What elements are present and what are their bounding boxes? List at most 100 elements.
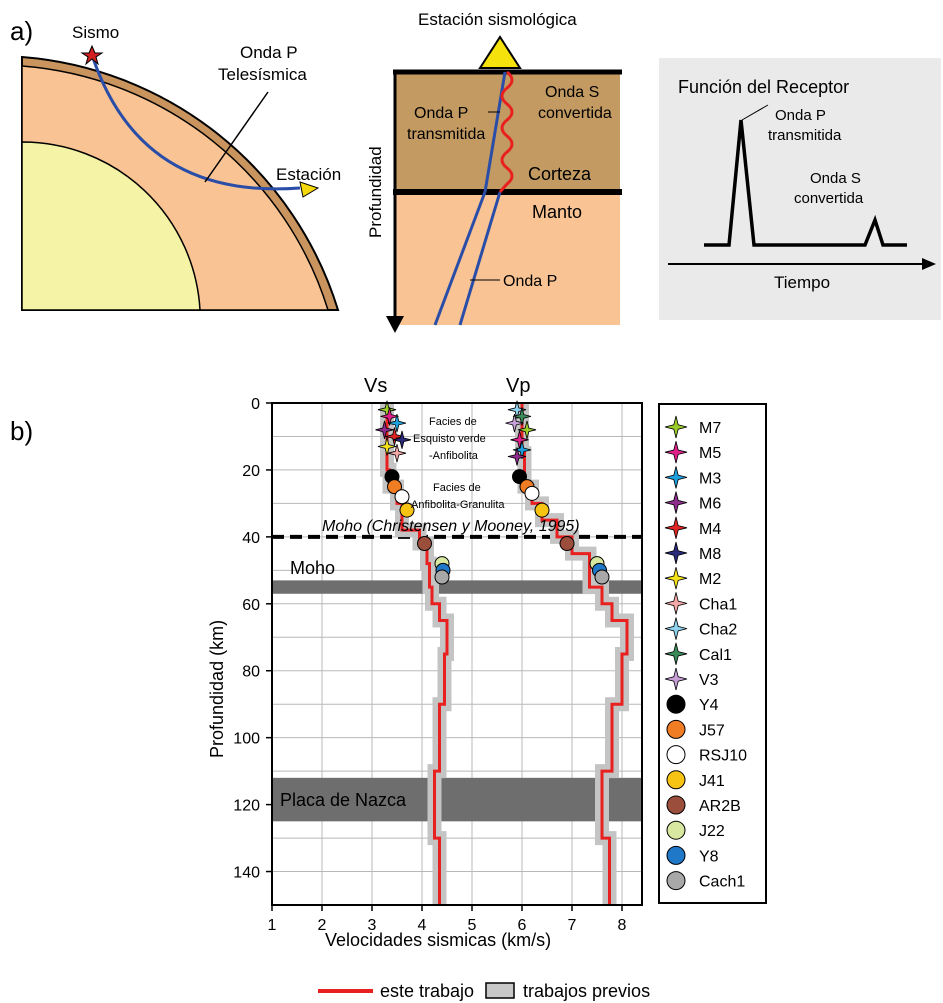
legend-label: M6 [699,496,721,513]
station-legend: M7 M5 M3 M6 M4 M8 M2 Cha1 Cha2 Cal1 V3 Y4 J57 RSJ10 J4… [658,403,767,904]
y-tick-label: 120 [233,798,260,815]
dot-marker [512,469,527,485]
x-tick-label: 5 [468,917,477,934]
legend-label: V3 [699,672,719,689]
legend-item: RSJ10 [666,745,747,765]
legend-item: M8 [664,541,721,565]
legend-label: M7 [699,420,721,437]
star-marker [505,414,524,433]
legend-dot [666,820,686,840]
legend-item: M2 [664,567,721,590]
legend-label: RSJ10 [699,748,747,765]
star-marker [512,407,532,426]
dot-marker [417,536,432,552]
legend-label: M2 [699,571,721,588]
legend-item: M6 [664,491,721,514]
teleseismic-label-2: Telesísmica [218,65,307,84]
facies-green-2: Esquisto verde [413,433,486,445]
legend-dot [666,871,686,891]
rf-time-label: Tiempo [774,273,830,292]
vp-label: Vp [506,375,530,397]
star-marker [377,400,397,419]
dot-marker [387,479,402,495]
panel-b-label: b) [10,416,33,446]
star-marker [664,491,688,514]
star-marker [512,440,532,459]
x-tick-label: 4 [418,917,427,934]
legend-dot [666,745,686,765]
y-axis-label: Profundidad (km) [207,620,227,758]
legend-label: Cha2 [699,622,737,639]
star-marker [664,667,688,691]
teleseismic-label-1: Onda P [240,43,298,62]
legend-item: M5 [664,441,721,464]
quake-label: Sismo [72,23,119,42]
legend-dot [666,845,686,865]
legend-item: Cach1 [666,871,745,891]
star-marker [664,541,688,565]
dot-marker [534,502,550,518]
legend-label: Y8 [699,848,719,865]
mantle-label: Manto [532,202,582,222]
teleseismic-ray [90,54,301,191]
dot-marker [394,489,410,505]
x-axis-label: Velocidades sismicas (km/s) [325,930,551,950]
dot-marker [399,502,415,518]
x-tick-label: 2 [318,917,327,934]
earth-section: Sismo Onda P Telesísmica Estación [21,23,341,311]
legend-label: J22 [699,823,725,840]
moho-band [272,580,642,594]
y-tick-label: 60 [242,597,260,614]
station-triangle-icon [299,181,320,198]
star-marker [664,617,688,640]
legend-item: M3 [664,466,721,489]
rf-peak1-label-1: Onda P [775,107,826,124]
legend-label: AR2B [699,798,741,815]
transmitted-label-2: transmitida [407,126,485,143]
rf-trace [704,119,907,247]
star-marker [392,430,412,449]
rf-title: Función del Receptor [678,77,849,97]
legend-label: J57 [699,722,725,739]
dot-marker [594,569,610,585]
star-marker [664,466,688,489]
rf-peak2-label-1: Onda S [810,170,861,187]
y-tick-label: 40 [242,530,260,547]
transmitted-label-1: Onda P [414,105,468,122]
legend-item: Cha1 [664,592,737,615]
p-wave-label: Onda P [503,273,557,290]
star-marker [380,407,399,426]
legend-dot [666,719,686,739]
depth-arrow-head [386,316,404,333]
facies-amph-1: Facies de [433,482,481,494]
legend-item: Y4 [666,694,719,714]
chart-frame [271,402,643,906]
facies-green-3: -Anfibolita [429,450,479,462]
star-marker [664,592,688,615]
legend-prev-label: trabajos previos [523,981,650,1001]
moho-reference-label: Moho (Christensen y Mooney, 1995) [322,518,580,535]
legend-label: M4 [699,521,721,538]
legend-item: V3 [664,667,719,691]
legend-label: M3 [699,470,721,487]
legend-prev-swatch [485,982,515,999]
y-tick-label: 80 [242,664,260,681]
x-ticks: 1 2 3 4 5 6 7 8 [268,905,627,934]
x-tick-label: 1 [268,917,277,934]
x-tick-label: 3 [368,917,377,934]
depth-axis-label: Profundidad [366,146,385,238]
star-marker [507,447,527,466]
legend-item: M4 [664,516,721,539]
legend-label: Y4 [699,697,719,714]
earthquake-star-icon [80,44,104,66]
legend-label: Cha1 [699,596,737,613]
facies-green-1: Facies de [429,416,477,428]
receiver-function-panel: Función del Receptor Onda P transmitida … [659,58,941,320]
y-ticks: 0 20 40 60 80 100 120 140 [233,396,272,882]
bands [272,534,642,822]
legend-item: Cha2 [664,617,737,640]
star-marker [375,420,394,439]
legend-label: Cal1 [699,647,732,664]
nazca-label: Placa de Nazca [280,790,407,810]
